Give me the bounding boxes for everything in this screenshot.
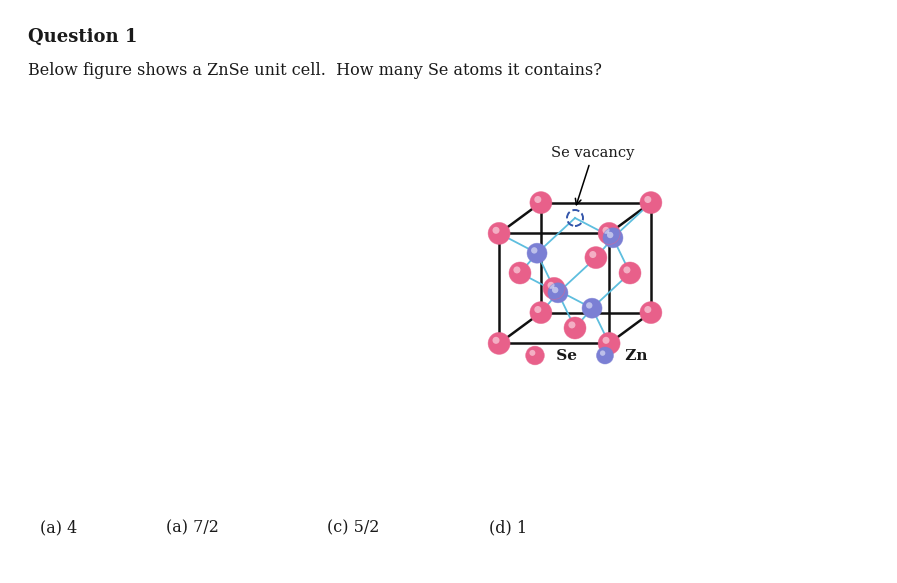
Text: Zn: Zn (620, 349, 648, 363)
Circle shape (535, 196, 542, 203)
Circle shape (488, 222, 510, 244)
Text: (a) 7/2: (a) 7/2 (166, 519, 219, 536)
Text: Below figure shows a ZnSe unit cell.  How many Se atoms it contains?: Below figure shows a ZnSe unit cell. How… (28, 62, 602, 79)
Circle shape (598, 222, 620, 244)
Circle shape (603, 228, 623, 248)
Circle shape (564, 317, 586, 339)
Circle shape (548, 283, 568, 303)
Text: Se vacancy: Se vacancy (552, 146, 635, 205)
Circle shape (492, 337, 500, 344)
Circle shape (492, 227, 500, 234)
Circle shape (531, 247, 537, 254)
Text: (d) 1: (d) 1 (489, 519, 527, 536)
Circle shape (623, 266, 631, 273)
Circle shape (513, 266, 520, 273)
Circle shape (547, 282, 554, 289)
Circle shape (619, 262, 641, 284)
Circle shape (603, 227, 610, 234)
Circle shape (589, 251, 597, 258)
Circle shape (530, 192, 552, 213)
Circle shape (585, 247, 607, 269)
Circle shape (603, 337, 610, 344)
Circle shape (644, 306, 651, 313)
Circle shape (600, 350, 605, 356)
Circle shape (640, 192, 662, 213)
Text: (c) 5/2: (c) 5/2 (327, 519, 379, 536)
Circle shape (640, 301, 662, 324)
Circle shape (543, 278, 565, 300)
Circle shape (607, 232, 614, 238)
Circle shape (509, 262, 531, 284)
Circle shape (529, 350, 536, 356)
Circle shape (597, 347, 614, 364)
Text: Question 1: Question 1 (28, 28, 137, 46)
Text: (a) 4: (a) 4 (40, 519, 78, 536)
Circle shape (488, 332, 510, 354)
Text: Se: Se (551, 349, 577, 363)
Circle shape (527, 243, 547, 263)
Circle shape (598, 332, 620, 354)
Circle shape (644, 196, 651, 203)
Circle shape (530, 301, 552, 324)
Circle shape (552, 287, 558, 293)
Circle shape (582, 298, 602, 318)
Circle shape (586, 302, 592, 308)
Circle shape (526, 346, 544, 365)
Circle shape (569, 321, 576, 328)
Circle shape (535, 306, 542, 313)
